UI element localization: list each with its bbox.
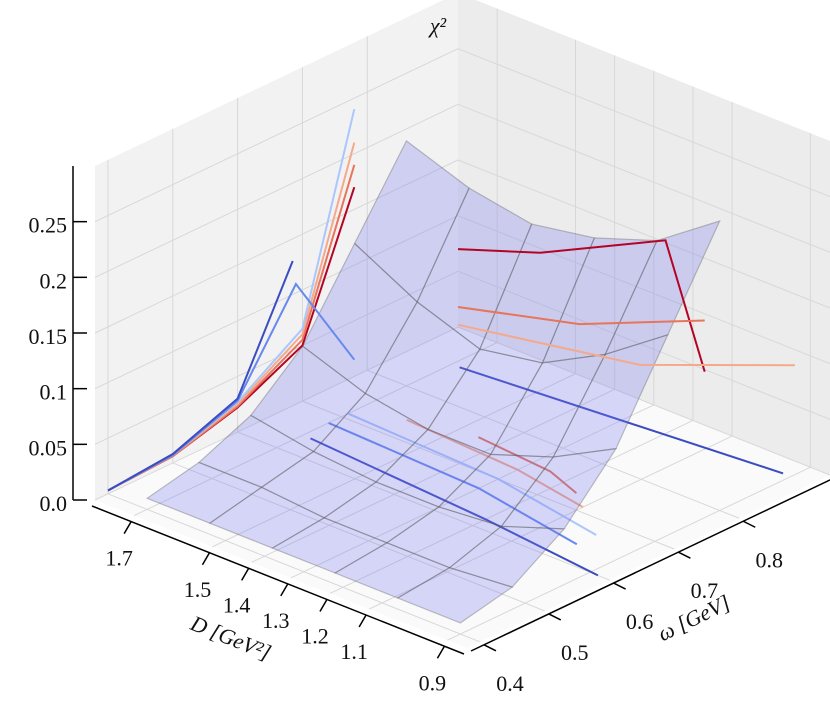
wall-line [457,239,706,372]
y-tick-label: 0.8 [756,547,784,572]
surface-face [208,486,326,549]
surface-face [479,223,596,364]
grid-line [251,388,615,563]
y-tick-label: 0.5 [561,640,589,665]
grid-line [212,373,576,548]
z-tick-label: 0.05 [29,435,68,460]
grid-line [457,103,830,253]
grid-line [367,369,740,519]
grid-line [94,48,459,223]
surface-face [541,237,658,364]
grid-line [94,159,459,334]
z-tick-label: 0.2 [40,268,68,293]
surface-face [500,447,618,530]
surface-face [396,567,514,624]
z-tick-label: 0.1 [40,380,68,405]
x-tick-label: 1.3 [262,608,290,633]
surface-face [364,301,481,431]
surface-face [448,525,566,588]
surface-face [323,481,441,544]
x-tick [436,645,446,659]
grid-line [94,326,459,501]
x-tick-label: 1.4 [223,592,251,617]
y-tick [742,520,756,528]
floor-line [347,412,597,536]
y-tick-label: 0.6 [626,609,654,634]
floor-line [406,418,584,508]
x-tick [319,599,328,612]
grid-line [107,493,481,643]
y-axis [470,479,830,652]
y-tick [678,551,691,559]
surface-face [489,353,607,458]
surface-face [353,139,470,303]
y-tick [613,582,626,590]
grid-line [457,270,830,420]
y-tick-label: 0.4 [496,671,524,696]
floor-line [459,366,784,475]
y-tick [483,644,497,652]
x-tick-label: 1.2 [301,624,329,649]
y-tick-label: 0.7 [691,578,719,603]
surface-face [301,242,418,395]
surface-face [333,542,451,599]
x-tick-label: 1.7 [105,546,133,571]
grid-line [457,215,830,365]
x-tick [358,614,367,628]
surface-face [427,348,544,456]
x-tick-label: 1.5 [184,577,212,602]
surface-face [375,428,492,508]
surface [145,139,721,624]
x-tick [240,567,250,581]
wall-line [107,260,294,492]
axes: 0.0 0.05 0.1 0.15 0.2 0.25 0.9 1.1 1.2 1.3 1.4 1.5 1… [29,13,830,696]
z-axis-label: χ² [428,13,447,38]
grid-line [457,326,830,476]
right-pane [458,0,830,475]
z-tick-label: 0.15 [29,324,68,349]
z-tick-label: 0.0 [40,491,68,516]
grid-line [94,103,459,278]
floor-line [477,436,578,494]
surface-face [416,187,533,351]
floor-line [328,421,578,546]
surface-face [260,450,378,519]
surface-face [312,392,429,483]
y-tick [548,613,562,621]
x-tick-label: 1.1 [340,639,368,664]
wall-line [457,323,795,367]
grid-line [457,159,830,309]
grid-line [133,342,498,517]
grid-line [290,404,655,579]
floor-line [310,437,599,577]
x-tick [201,552,211,566]
grid-line [457,48,830,198]
surface-face [385,506,503,569]
wall-line [457,306,705,326]
grid-line [447,466,811,641]
surface-face [197,414,315,488]
x-tick-label: 0.9 [419,670,447,695]
x-tick [123,521,132,534]
grid-line [237,431,610,581]
surface-face [271,517,389,574]
x-axis [91,505,465,655]
grid [94,8,830,643]
surface-face [145,461,263,524]
wall-lines [107,108,795,492]
floor-pane [95,327,830,648]
surface-face [437,453,555,527]
x-tick [280,583,289,597]
grid-line [172,462,545,612]
floor-lines [310,366,784,577]
grid-line [368,435,733,610]
z-tick-label: 0.25 [29,213,68,238]
